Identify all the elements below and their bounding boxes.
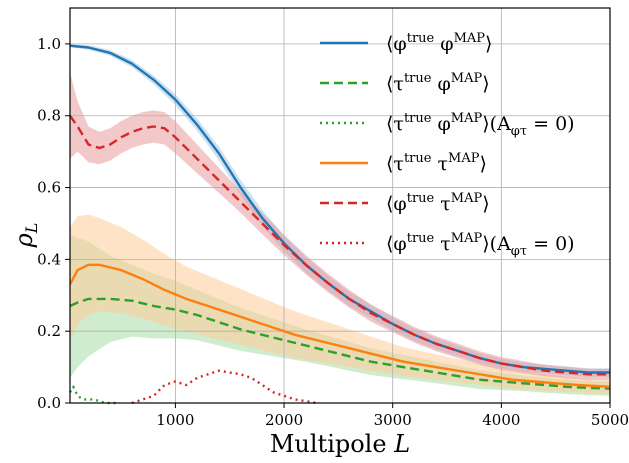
legend-superscript: MAP (451, 111, 483, 126)
legend-text-part: τ (434, 233, 451, 255)
legend-text-part: φ (434, 33, 453, 55)
legend-superscript: true (404, 71, 432, 86)
x-tick-label: 4000 (482, 411, 520, 429)
legend-superscript: MAP (451, 71, 483, 86)
legend-text-part: ⟨τ (386, 113, 404, 135)
legend-text-part: ⟩ (485, 33, 492, 55)
legend-text-part: ⟩ (479, 153, 486, 175)
y-tick-label: 0.0 (37, 394, 61, 412)
legend-text-part: = 0) (527, 113, 575, 135)
legend-text-part: ⟩(A (482, 113, 511, 135)
series-line (70, 387, 116, 403)
legend-subscript: φτ (511, 124, 527, 139)
legend-superscript: MAP (451, 231, 483, 246)
series-line (132, 371, 317, 403)
legend-text-part: τ (434, 193, 451, 215)
legend-label: ⟨τtrue​ φMAP​⟩ (386, 71, 490, 95)
legend-subscript: φτ (511, 244, 527, 259)
legend-superscript: true (404, 111, 432, 126)
legend-superscript: true (407, 231, 435, 246)
legend-superscript: true (404, 151, 432, 166)
x-axis-label: Multipole L (270, 430, 410, 458)
y-tick-label: 1.0 (37, 35, 61, 53)
legend-label: ⟨τtrue​ τMAP​⟩ (386, 151, 487, 175)
y-axis-label: ρL (10, 223, 41, 249)
legend-label: ⟨τtrue​ φMAP​⟩(Aφτ​ = 0) (386, 111, 575, 139)
legend-text-part: τ (431, 153, 448, 175)
uncertainty-bands (70, 44, 610, 396)
legend-text-part: ⟩ (482, 73, 489, 95)
x-tick-label: 2000 (265, 411, 303, 429)
legend: ⟨φtrue​ φMAP​⟩⟨τtrue​ φMAP​⟩⟨τtrue​ φMAP… (320, 31, 575, 259)
legend-superscript: MAP (448, 151, 480, 166)
legend-superscript: true (407, 191, 435, 206)
legend-text-part: ⟩(A (482, 233, 511, 255)
x-tick-label: 1000 (156, 411, 194, 429)
legend-text-part: ⟨τ (386, 73, 404, 95)
legend-text-part: ⟨τ (386, 153, 404, 175)
legend-text-part: ⟨φ (386, 193, 407, 215)
legend-text-part: ⟨φ (386, 233, 407, 255)
legend-text-part: ⟩ (482, 193, 489, 215)
x-tick-label: 3000 (374, 411, 412, 429)
legend-superscript: true (407, 31, 435, 46)
legend-label: ⟨φtrue​ τMAP​⟩ (386, 191, 490, 215)
legend-label: ⟨φtrue​ τMAP​⟩(Aφτ​ = 0) (386, 231, 575, 259)
legend-superscript: MAP (454, 31, 486, 46)
legend-text-part: φ (431, 113, 450, 135)
y-tick-label: 0.4 (37, 250, 61, 268)
y-tick-label: 0.2 (37, 322, 61, 340)
x-tick-label: 5000 (591, 411, 629, 429)
y-tick-label: 0.6 (37, 179, 61, 197)
legend-label: ⟨φtrue​ φMAP​⟩ (386, 31, 492, 55)
legend-superscript: MAP (451, 191, 483, 206)
legend-text-part: ⟨φ (386, 33, 407, 55)
y-tick-label: 0.8 (37, 107, 61, 125)
legend-text-part: φ (431, 73, 450, 95)
legend-text-part: = 0) (527, 233, 575, 255)
